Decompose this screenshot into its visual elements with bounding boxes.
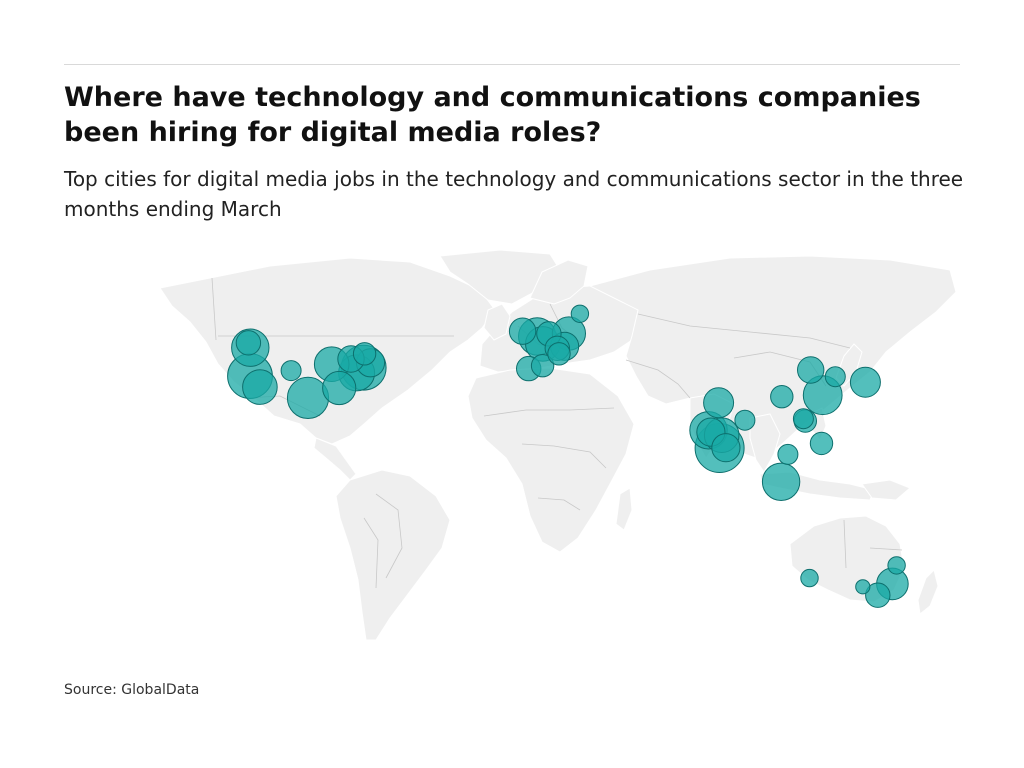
city-bubble [547, 342, 571, 366]
city-bubble [711, 433, 741, 463]
southeast-asia [749, 413, 781, 473]
alaska-border [211, 277, 217, 341]
city-bubble [824, 366, 846, 388]
city-bubble [242, 369, 278, 405]
city-bubble [800, 568, 819, 588]
new-zealand [917, 569, 939, 615]
greenland [439, 249, 561, 305]
city-bubble [703, 387, 735, 419]
city-bubble [777, 443, 799, 465]
chart-title: Where have technology and communications… [64, 82, 921, 148]
city-bubble [280, 360, 302, 382]
city-bubble [286, 376, 330, 419]
source-note: Source: GlobalData [64, 682, 200, 698]
russia-border [637, 313, 851, 349]
south-america [335, 469, 451, 641]
land-layer [159, 249, 957, 641]
chart-subtitle: Top cities for digital media jobs in the… [64, 167, 964, 221]
city-bubble [508, 317, 537, 345]
city-bubble [809, 431, 834, 456]
city-bubble [865, 582, 891, 608]
city-bubble [770, 385, 794, 409]
southern-africa-border [537, 497, 581, 511]
city-bubble [887, 556, 906, 575]
british-isles [483, 303, 511, 341]
central-africa-border [521, 443, 607, 469]
city-bubble [570, 304, 590, 324]
andes-border [363, 517, 379, 589]
border-lines [211, 277, 903, 589]
world-map-svg [159, 249, 957, 641]
city-bubble [322, 370, 357, 406]
brazil-border [375, 493, 403, 579]
scandinavia [529, 259, 589, 305]
central-america [313, 437, 357, 481]
madagascar [615, 487, 633, 531]
sahara-border [483, 407, 615, 417]
city-bubble [855, 579, 871, 595]
city-bubble [761, 462, 801, 502]
city-bubble [734, 409, 756, 431]
africa [467, 367, 635, 553]
world-map [150, 248, 960, 648]
city-bubble [530, 354, 555, 378]
city-bubble [849, 366, 881, 398]
city-bubble [235, 330, 262, 356]
top-rule [64, 64, 960, 65]
city-bubble [792, 408, 814, 430]
australia-border [843, 519, 903, 569]
city-bubble [797, 356, 825, 384]
middle-east-border [625, 359, 691, 399]
new-guinea [861, 479, 911, 501]
city-bubble [352, 342, 377, 366]
city-bubbles [227, 304, 909, 608]
